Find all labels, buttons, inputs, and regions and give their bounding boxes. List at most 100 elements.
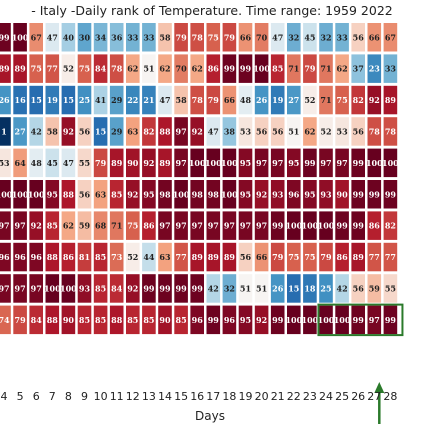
heatmap-cell-label: 55: [385, 283, 396, 293]
x-tick-label: 20: [255, 390, 269, 403]
heatmap-cell-label: 99: [272, 315, 284, 325]
heatmap-cell-label: 97: [192, 221, 203, 231]
heatmap-cell-label: 100: [44, 283, 61, 293]
heatmap-cell-label: 44: [143, 252, 155, 262]
heatmap-cell-label: 93: [272, 189, 284, 199]
heatmap-cell-label: 62: [337, 64, 348, 74]
heatmap-cell: [206, 117, 221, 146]
x-tick-label: 8: [65, 390, 72, 403]
heatmap-cell: [77, 180, 92, 209]
heatmap-cell: [335, 117, 349, 146]
heatmap-cell-label: 89: [15, 64, 27, 74]
heatmap-cell: [61, 117, 76, 146]
heatmap-cell: [238, 305, 253, 335]
heatmap-cell-label: 78: [192, 95, 204, 105]
heatmap-cell-label: 33: [127, 32, 139, 42]
heatmap-cell: [45, 148, 60, 178]
heatmap-cell-label: 99: [353, 221, 365, 231]
heatmap-cell-label: 100: [60, 283, 77, 293]
heatmap-cell: [319, 242, 333, 272]
x-tick-label: 12: [126, 390, 140, 403]
heatmap-cell: [367, 148, 382, 178]
heatmap-cell-label: 1: [1, 126, 7, 136]
heatmap-cell-label: 95: [143, 189, 154, 199]
heatmap-cell-label: 56: [256, 126, 268, 136]
heatmap-cell: [45, 23, 60, 52]
heatmap-cell-label: 66: [224, 95, 236, 105]
heatmap-cell: [367, 54, 382, 83]
heatmap-cell-label: 85: [272, 64, 283, 74]
heatmap-cell-label: 78: [192, 32, 204, 42]
heatmap-cell: [77, 148, 92, 178]
heatmap-cell: [319, 211, 333, 240]
heatmap-cell: [45, 211, 60, 240]
heatmap-cell: [13, 305, 27, 335]
heatmap-cell: [93, 242, 108, 272]
heatmap-cell: [142, 180, 156, 209]
heatmap-cell-label: 100: [285, 221, 302, 231]
heatmap-cell: [158, 148, 172, 178]
heatmap-cell: [287, 305, 301, 335]
heatmap-cell-label: 75: [127, 221, 138, 231]
heatmap-cell: [222, 211, 237, 240]
heatmap-cell-label: 48: [240, 95, 252, 105]
heatmap-cell-label: 85: [127, 315, 138, 325]
heatmap-cell: [109, 117, 124, 146]
heatmap-cell-label: 100: [318, 315, 335, 325]
x-tick-label: 27: [367, 390, 381, 403]
heatmap-cell-label: 42: [337, 283, 348, 293]
heatmap-cell-label: 56: [79, 189, 91, 199]
heatmap-cell: [351, 211, 365, 240]
heatmap-cell: [190, 54, 204, 83]
heatmap-cell: [335, 274, 349, 303]
heatmap-cell-label: 78: [111, 64, 123, 74]
heatmap-cell: [77, 117, 92, 146]
heatmap-cell-label: 77: [369, 252, 380, 262]
heatmap-cell-label: 99: [385, 315, 397, 325]
heatmap-cell: [238, 85, 253, 115]
x-axis-ticks: 4 5 6 7 8 9 10 11 12 13 14 15 16 17 18 19 20 21 22 23 24 25 26…: [1, 390, 398, 403]
heatmap-cell-label: 92: [256, 315, 267, 325]
heatmap-cell-label: 33: [143, 32, 155, 42]
heatmap-cell-label: 99: [159, 283, 171, 293]
heatmap-cell: [158, 211, 172, 240]
x-tick-label: 22: [287, 390, 301, 403]
heatmap-cell: [158, 23, 172, 52]
heatmap-cell-label: 47: [47, 32, 58, 42]
heatmap-cell: [126, 180, 140, 209]
heatmap-cell-label: 100: [221, 158, 238, 168]
heatmap-cell: [142, 148, 156, 178]
heatmap-cell-label: 79: [15, 315, 27, 325]
heatmap-cell-label: 45: [47, 158, 58, 168]
heatmap-cell-label: 26: [272, 283, 284, 293]
heatmap-cell-label: 96: [15, 252, 27, 262]
heatmap-cell-label: 30: [79, 32, 91, 42]
heatmap-cell: [142, 54, 156, 83]
x-tick-label: 6: [33, 390, 40, 403]
heatmap-cell-label: 88: [159, 126, 171, 136]
heatmap-cell: [29, 242, 43, 272]
heatmap-cell: [45, 54, 60, 83]
heatmap-cell-label: 100: [285, 315, 302, 325]
heatmap-cell: [61, 211, 76, 240]
heatmap-cell: [174, 180, 188, 209]
heatmap-cell-label: 100: [334, 315, 351, 325]
heatmap-cell: [142, 85, 156, 115]
heatmap-cell: [303, 180, 317, 209]
heatmap-cell: [270, 242, 285, 272]
heatmap-cell-label: 100: [205, 158, 222, 168]
heatmap-cell-label: 97: [208, 221, 219, 231]
heatmap-cell: [351, 242, 365, 272]
heatmap-cell-label: 38: [224, 126, 236, 136]
heatmap-cell: [0, 117, 11, 146]
heatmap-cell: [45, 274, 60, 303]
heatmap-cell: [93, 274, 108, 303]
heatmap-cell: [222, 180, 237, 209]
heatmap-cell: [29, 305, 43, 335]
heatmap-cell: [319, 305, 333, 335]
heatmap-cell-label: 96: [288, 189, 300, 199]
heatmap-cell: [270, 211, 285, 240]
heatmap-cell-label: 100: [173, 189, 190, 199]
heatmap-cell: [0, 85, 11, 115]
heatmap-cell-label: 53: [337, 126, 349, 136]
